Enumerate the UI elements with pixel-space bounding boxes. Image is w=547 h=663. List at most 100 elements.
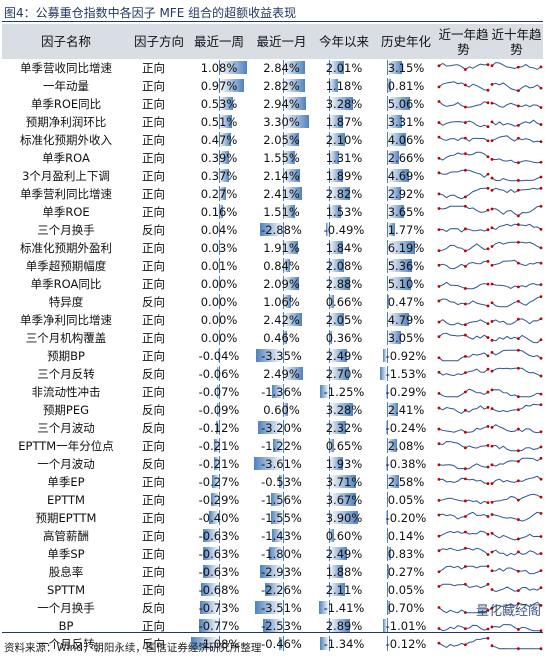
trend-1y-sparkline [437,113,490,131]
cell-value: 5.36% [387,258,425,273]
header-month: 最近一月 [250,24,313,59]
trend-1y-sparkline [437,401,490,419]
data-bar [329,169,344,182]
cell-value: 1.89% [325,168,363,183]
cell-ytd: 1.53% [313,203,375,221]
cell-month: -1.22% [250,437,313,455]
data-bar [319,637,330,650]
header-row: 因子名称 因子方向 最近一周 最近一月 今年以来 历史年化 近一年趋势 近十年趋… [2,24,543,59]
cell-week: -0.29% [188,491,250,509]
factor-direction: 正向 [142,150,165,165]
cell-hist: 6.19% [375,239,437,257]
cell-week: 0.97% [188,77,250,95]
cell-hist: 0.83% [375,545,437,563]
cell-month: 2.84% [250,59,313,77]
zero-axis [282,258,284,273]
data-bar [219,205,224,218]
zero-axis [329,510,331,525]
data-bar [219,187,227,200]
cell-ytd: 3.67% [313,491,375,509]
data-bar [282,151,296,164]
factor-direction: 反向 [142,636,165,651]
header-name: 因子名称 [2,24,130,59]
zero-axis [387,132,389,147]
factor-name: 单季超预期幅度 [25,258,107,273]
table-row: EPTTM 正向 -0.29% -1.56% 3.67% 0.05% [2,491,543,509]
cell-ytd: -1.41% [313,599,375,617]
zero-axis [387,600,389,615]
cell-value: 1.31% [325,150,363,165]
data-bar [387,277,411,290]
data-bar [387,97,411,110]
table-row: 非流动性冲击 正向 -0.07% -1.36% -1.25% -0.29% [2,383,543,401]
data-bar [387,313,410,326]
cell-ytd: 1.87% [313,113,375,131]
cell-value: -0.12% [385,636,427,651]
data-bar [282,403,288,416]
zero-axis [219,330,220,345]
zero-axis [387,312,389,327]
zero-axis [219,276,220,291]
trend-10y-sparkline [490,365,543,383]
table-row: 预期PEG 反向 -0.09% 0.60% 3.28% 2.41% [2,401,543,419]
zero-axis [282,600,284,615]
table-row: SPTTM 正向 -0.68% -2.26% 2.11% 0.05% [2,581,543,599]
cell-week: 0.53% [188,95,250,113]
factor-direction: 正向 [142,492,165,507]
zero-axis [219,474,220,489]
data-bar [387,439,397,452]
data-bar [219,115,233,128]
data-bar [329,349,348,362]
cell-hist: 0.81% [375,77,437,95]
zero-axis [387,348,389,363]
table-row: 预期净利润环比 正向 0.51% 3.30% 1.87% 3.31% [2,113,543,131]
cell-value: 0.01% [200,258,238,273]
zero-axis [282,114,284,129]
cell-value: 0.27% [387,564,425,579]
data-bar [282,133,300,146]
data-bar [259,565,283,578]
cell-week: 1.08% [188,59,250,77]
factor-direction: 反向 [142,402,165,417]
cell-month: 3.30% [250,113,313,131]
data-bar [387,601,391,614]
trend-10y-sparkline [490,401,543,419]
factor-name: 3个月盈利上下调 [22,168,110,183]
cell-month: -0.53% [250,473,313,491]
cell-ytd: 3.90% [313,509,375,527]
zero-axis [329,636,331,651]
cell-ytd: 2.70% [313,365,375,383]
cell-hist: -0.38% [375,455,437,473]
factor-direction: 正向 [142,384,165,399]
trend-1y-sparkline [437,419,490,437]
cell-value: 0.70% [387,600,425,615]
factor-name: 一个月换手 [37,600,95,615]
cell-ytd: 2.32% [313,419,375,437]
trend-10y-sparkline [490,419,543,437]
trend-1y-sparkline [437,527,490,545]
factor-direction: 正向 [142,132,165,147]
zero-axis [282,78,284,93]
factor-direction: 正向 [142,186,165,201]
cell-value: -1.41% [323,600,365,615]
data-bar [199,601,219,614]
cell-hist: 5.06% [375,95,437,113]
trend-10y-sparkline [490,437,543,455]
zero-axis [329,420,331,435]
cell-value: 2.10% [325,132,363,147]
table-row: 单季ROA同比 正向 0.00% 2.09% 2.88% 5.10% [2,275,543,293]
zero-axis [387,582,389,597]
zero-axis [329,294,331,309]
table-row: 三个月波动 反向 -0.12% -3.20% 2.32% -0.24% [2,419,543,437]
trend-1y-sparkline [437,59,490,77]
zero-axis [219,366,220,381]
header-hist: 历史年化 [375,24,437,59]
data-bar [272,385,283,398]
zero-axis [219,492,220,507]
trend-10y-sparkline [490,545,543,563]
trend-10y-sparkline [490,257,543,275]
cell-value: -0.63% [198,564,240,579]
factor-name: SPTTM [46,582,85,597]
cell-value: 2.82% [325,186,363,201]
data-bar [279,637,283,650]
